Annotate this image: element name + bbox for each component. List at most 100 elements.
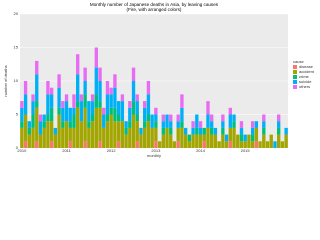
bar-segment bbox=[68, 127, 72, 142]
bar-segment bbox=[135, 101, 139, 115]
bar-segment bbox=[243, 134, 247, 142]
bar-segment bbox=[239, 127, 244, 135]
bar-segment bbox=[102, 107, 106, 115]
bar-segment bbox=[76, 101, 80, 108]
bar-segment bbox=[135, 94, 139, 102]
bar-segment bbox=[49, 94, 54, 108]
bar-segment bbox=[42, 127, 46, 148]
legend-swatch bbox=[293, 75, 297, 79]
bar-segment bbox=[143, 127, 147, 148]
bar-segment bbox=[213, 127, 218, 135]
bar-segment bbox=[42, 121, 46, 128]
bar-segment bbox=[172, 141, 177, 148]
y-tick-label: 0 bbox=[16, 145, 19, 150]
bar-segment bbox=[72, 114, 76, 128]
legend-swatch bbox=[293, 65, 297, 69]
x-tick-label: 2011 bbox=[62, 148, 71, 153]
bar-segment bbox=[277, 134, 281, 148]
bar-segment bbox=[76, 107, 80, 148]
bar-segment bbox=[83, 107, 87, 142]
bar-segment bbox=[76, 74, 80, 102]
bar-segment bbox=[228, 127, 232, 142]
bar-segment bbox=[150, 127, 154, 148]
bar-segment bbox=[128, 107, 132, 122]
bar-segment bbox=[277, 127, 281, 135]
bar-segment bbox=[87, 127, 91, 148]
bar-segment bbox=[124, 121, 128, 128]
bar-segment bbox=[79, 121, 84, 148]
bar-segment bbox=[94, 107, 98, 148]
bar-segment bbox=[210, 114, 214, 122]
bar-segment bbox=[72, 107, 76, 115]
bar-segment bbox=[273, 141, 277, 148]
bar-segment bbox=[202, 134, 206, 142]
bar-segment bbox=[250, 127, 255, 135]
bar-segment bbox=[94, 94, 98, 108]
bar-segment bbox=[228, 107, 232, 115]
bar-segment bbox=[143, 101, 147, 108]
bar-segment bbox=[198, 121, 203, 128]
bar-segment bbox=[135, 141, 139, 148]
bar-segment bbox=[198, 127, 203, 135]
bar-segment bbox=[250, 121, 255, 128]
bar-segment bbox=[35, 60, 39, 75]
bar-segment bbox=[120, 94, 125, 102]
bar-segment bbox=[254, 127, 259, 142]
bar-segment bbox=[46, 94, 50, 115]
bar-segment bbox=[247, 134, 251, 148]
bar-segment bbox=[64, 101, 69, 122]
bar-segment bbox=[180, 107, 184, 122]
bar-segment bbox=[183, 127, 188, 135]
bar-segment bbox=[31, 94, 35, 102]
bar-segment bbox=[206, 101, 210, 115]
bar-segment bbox=[20, 101, 24, 108]
bar-segment bbox=[20, 107, 24, 122]
bar-segment bbox=[165, 114, 169, 128]
bar-segment bbox=[180, 127, 184, 148]
bar-segment bbox=[83, 67, 87, 81]
bar-segment bbox=[20, 127, 24, 148]
bar-segment bbox=[232, 114, 236, 122]
bar-segment bbox=[27, 134, 31, 148]
bar-segment bbox=[213, 134, 218, 148]
bar-segment bbox=[35, 107, 39, 142]
bar-segment bbox=[64, 94, 69, 102]
bar-segment bbox=[116, 114, 121, 122]
bar-segment bbox=[68, 121, 72, 128]
bar-segment bbox=[262, 114, 266, 122]
bar-segment bbox=[232, 121, 236, 128]
chart: Monthly number of Japanese deaths in Asi… bbox=[3, 2, 315, 158]
bar-segment bbox=[262, 134, 266, 148]
bar-segment bbox=[195, 134, 199, 148]
bar-segment bbox=[206, 114, 210, 128]
legend-label: disease bbox=[299, 64, 314, 69]
bar-segment bbox=[105, 121, 110, 148]
bar-segment bbox=[42, 114, 46, 122]
bar-segment bbox=[169, 121, 173, 128]
bar-segment bbox=[61, 107, 65, 122]
bar-segment bbox=[187, 134, 192, 142]
bar-segment bbox=[202, 141, 206, 148]
legend-swatch bbox=[293, 80, 297, 84]
x-tick-label: 2010 bbox=[17, 148, 27, 153]
bar-segment bbox=[128, 127, 132, 148]
bar-segment bbox=[57, 74, 61, 88]
bar-segment bbox=[210, 134, 214, 148]
bar-segment bbox=[31, 114, 35, 128]
bar-segment bbox=[98, 81, 102, 102]
bar-segment bbox=[102, 114, 106, 128]
y-tick-label: 15 bbox=[14, 45, 19, 50]
legend-swatch bbox=[293, 70, 297, 74]
bar-segment bbox=[49, 107, 54, 122]
bar-segment bbox=[217, 141, 221, 148]
bar-segment bbox=[38, 134, 43, 148]
bar-segment bbox=[90, 94, 95, 102]
bar-segment bbox=[128, 101, 132, 108]
bar-segment bbox=[90, 101, 95, 115]
bar-segment bbox=[221, 127, 225, 135]
bar-segment bbox=[31, 127, 35, 148]
bar-segment bbox=[269, 134, 273, 148]
bar-segment bbox=[131, 67, 136, 81]
bar-segment bbox=[57, 114, 61, 148]
bar-segment bbox=[277, 114, 281, 122]
